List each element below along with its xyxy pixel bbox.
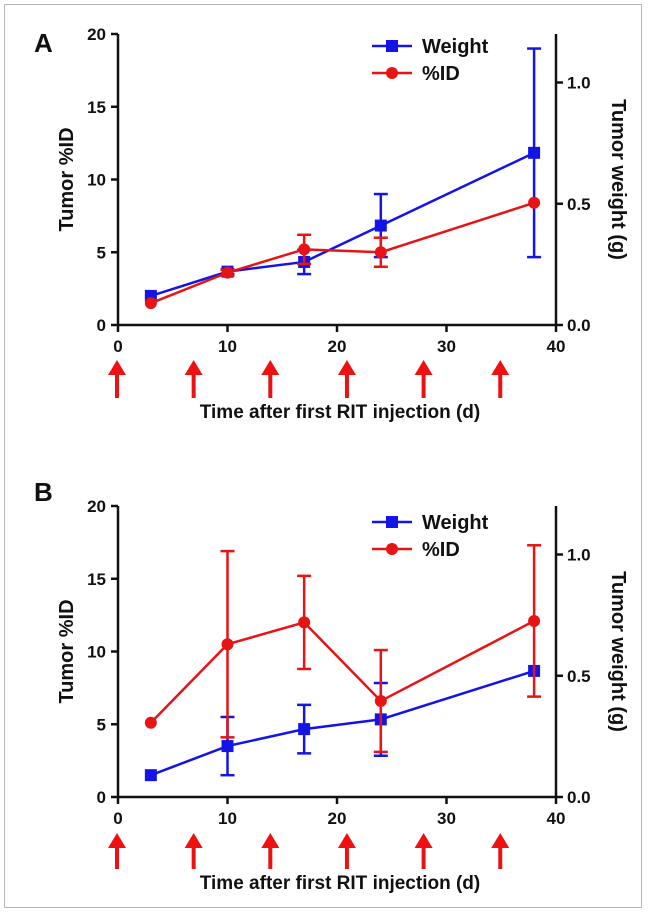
injection-arrow-head: [337, 833, 356, 848]
y-right-tick-label: 0.0: [567, 788, 591, 807]
injection-arrow-head: [414, 833, 433, 848]
injection-arrow: [491, 360, 510, 398]
injection-arrow: [108, 833, 126, 869]
x-tick-label: 30: [437, 809, 456, 828]
data-point-square: [144, 769, 157, 782]
series-id: [144, 544, 542, 754]
y-left-axis-title: Tumor %ID: [56, 599, 78, 703]
injection-arrow-head: [491, 360, 510, 375]
injection-arrow: [108, 360, 126, 398]
x-tick-label: 40: [547, 809, 566, 828]
y-left-tick-label: 15: [87, 570, 106, 589]
y-right-axis-title: Tumor weight (g): [607, 99, 629, 260]
y-left-tick-label: 15: [87, 98, 106, 117]
y-right-tick-label: 0.5: [567, 195, 591, 214]
series-id: [144, 196, 541, 310]
data-point-square: [528, 146, 541, 159]
y-left-tick-label: 20: [87, 497, 106, 516]
legend-marker-circle: [386, 67, 398, 79]
x-tick-label: 0: [113, 809, 122, 828]
legend-label: %ID: [422, 539, 460, 561]
injection-arrow: [184, 360, 203, 398]
series-line: [150, 151, 535, 298]
legend-label: Weight: [422, 36, 489, 58]
x-tick-label: 10: [218, 337, 237, 356]
injection-arrow: [337, 360, 356, 398]
injection-arrow-head: [108, 833, 126, 848]
y-left-tick-label: 20: [87, 25, 106, 44]
series-weight: [144, 664, 541, 782]
injection-arrow: [414, 360, 433, 398]
data-point-circle: [144, 716, 157, 729]
series-line: [150, 201, 535, 305]
x-tick-label: 20: [328, 337, 347, 356]
data-point-circle: [221, 638, 234, 651]
legend: Weight %ID: [372, 512, 489, 561]
x-axis-title: Time after first RIT injection (d): [200, 873, 480, 894]
figure-frame: [4, 4, 642, 908]
legend-marker-square: [386, 516, 398, 528]
injection-arrow: [184, 833, 203, 869]
x-axis-title: Time after first RIT injection (d): [200, 402, 480, 423]
data-point-circle: [221, 266, 234, 279]
y-right-tick-label: 0.5: [567, 667, 591, 686]
injection-arrow-head: [337, 360, 356, 375]
data-point-square: [221, 740, 234, 753]
x-tick-label: 0: [113, 337, 122, 356]
data-point-square: [298, 723, 311, 736]
data-point-circle: [528, 614, 541, 627]
data-point-circle: [374, 246, 387, 259]
data-point-square: [374, 219, 387, 232]
injection-arrow-head: [184, 833, 203, 848]
data-point-circle: [144, 297, 157, 310]
legend-marker-square: [386, 40, 398, 52]
panel-letter: A: [34, 28, 53, 58]
y-right-tick-label: 1.0: [567, 546, 591, 565]
injection-arrow-head: [184, 360, 203, 375]
y-left-tick-label: 10: [87, 643, 106, 662]
y-right-tick-label: 1.0: [567, 74, 591, 93]
injection-arrow-head: [414, 360, 433, 375]
injection-arrow: [261, 360, 280, 398]
series-weight: [144, 47, 542, 302]
series-line: [150, 669, 535, 777]
panel-letter: B: [34, 477, 53, 507]
y-left-axis-title: Tumor %ID: [56, 127, 78, 231]
injection-arrow: [414, 833, 433, 869]
data-point-circle: [298, 616, 311, 629]
x-tick-label: 20: [328, 809, 347, 828]
data-point-circle: [298, 243, 311, 256]
y-left-tick-label: 0: [97, 788, 106, 807]
injection-arrow-head: [261, 833, 280, 848]
y-left-tick-label: 5: [97, 715, 106, 734]
injection-arrow: [337, 833, 356, 869]
injection-arrow-head: [261, 360, 280, 375]
legend-label: Weight: [422, 512, 489, 534]
legend: Weight %ID: [372, 36, 489, 85]
y-left-tick-label: 10: [87, 171, 106, 190]
injection-arrow: [491, 833, 510, 869]
x-tick-label: 40: [547, 337, 566, 356]
data-point-circle: [528, 196, 541, 209]
legend-label: %ID: [422, 63, 460, 85]
series-line: [149, 619, 535, 724]
y-left-tick-label: 0: [97, 316, 106, 335]
injection-arrow-head: [108, 360, 126, 375]
y-left-tick-label: 5: [97, 243, 106, 262]
injection-arrow-head: [491, 833, 510, 848]
y-right-axis-title: Tumor weight (g): [607, 571, 629, 732]
injection-arrow: [261, 833, 280, 869]
legend-marker-circle: [386, 543, 398, 555]
data-point-circle: [374, 694, 387, 707]
x-tick-label: 10: [218, 809, 237, 828]
panel-b: B 0 10 20 30 40 0 5 10 15 20 0.0 0.5 1.0 Tumor %ID Tumo…: [34, 477, 629, 894]
panel-a: A 0 10 20 30 40 0 5 10 15 20 0.0 0.5 1.0 Tumor %ID Tumo…: [34, 25, 629, 423]
y-right-tick-label: 0.0: [567, 316, 591, 335]
x-tick-label: 30: [437, 337, 456, 356]
